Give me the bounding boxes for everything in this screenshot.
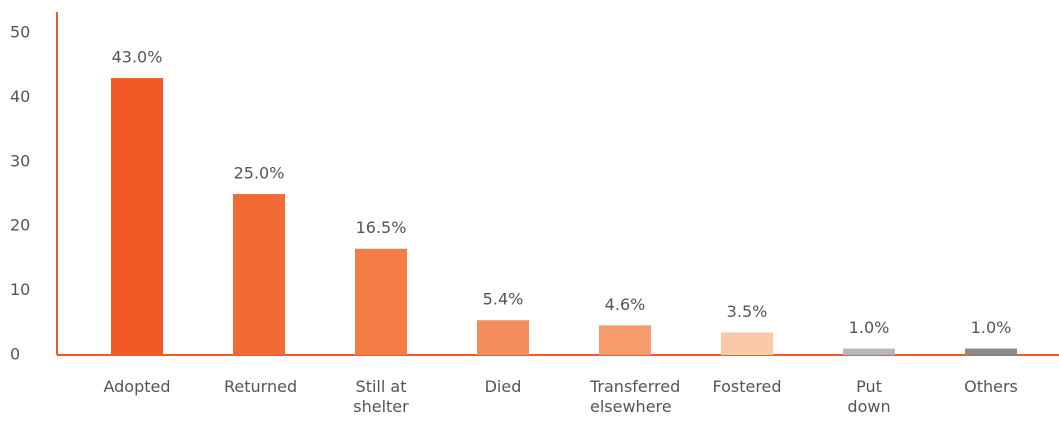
value-label: 3.5% [727,302,768,321]
y-tick-label: 10 [10,280,30,299]
value-label: 16.5% [356,218,407,237]
y-tick-label: 50 [10,23,30,42]
x-tick-label: Still at shelter [353,377,409,416]
value-label: 25.0% [234,164,285,183]
x-tick-label: Fostered [712,377,782,396]
y-tick-label: 0 [10,345,20,364]
y-tick-label: 20 [10,216,30,235]
x-tick-label: Died [484,377,522,396]
bar [965,348,1017,355]
bar [111,78,163,355]
bar [477,320,529,355]
x-tick-label: Transferred elsewhere [590,377,681,416]
bar [233,194,285,355]
x-tick-label: Adopted [103,377,171,396]
value-label: 43.0% [112,48,163,67]
y-tick-label: 40 [10,87,30,106]
x-tick-label: Returned [224,377,298,396]
bar [843,348,895,355]
x-tick-label: Put down [847,377,891,416]
bar [721,332,773,355]
value-label: 1.0% [971,318,1012,337]
bar [355,248,407,355]
value-label: 4.6% [605,295,646,314]
value-label: 1.0% [849,318,890,337]
y-tick-label: 30 [10,151,30,170]
bar [599,325,651,355]
x-tick-label: Others [964,377,1018,396]
value-label: 5.4% [483,290,524,309]
